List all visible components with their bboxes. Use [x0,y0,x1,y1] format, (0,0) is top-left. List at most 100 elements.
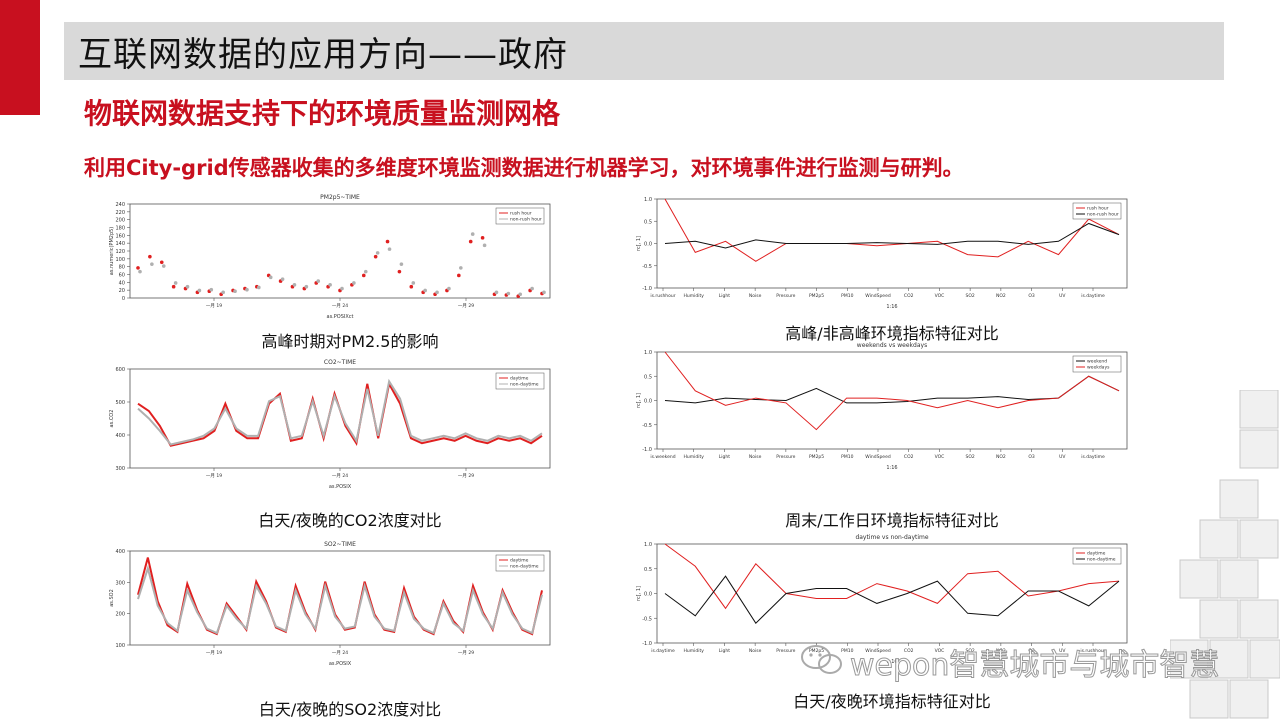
data-point [530,286,534,291]
y-tick-label: -1.0 [642,447,652,453]
title-band [64,22,1224,80]
y-tick-label: 240 [115,202,125,208]
legend-label: rush hour [1087,206,1109,212]
x-tick-label: is.daytime [1081,454,1105,460]
data-point [411,281,416,285]
y-tick-label: -0.5 [642,423,652,429]
x-tick-label: PM2p5 [809,648,824,654]
x-tick-label: UV [1059,648,1066,654]
data-point [363,269,368,274]
y-tick-label: 0.5 [644,374,652,380]
chart-pm25: PM2p5~TIME as.POSIXct as.numeric(PM2p5) 0 20… [108,190,558,320]
peak-svg: 1:16 rc[, 1] -1.0 -0.5 0.0 0.5 1.0 is.rushhour H… [636,197,1128,310]
x-tick-label: Humidity [684,293,705,299]
x-axis-label: as.POSIX [329,484,352,490]
x-tick-label: CO2 [904,293,914,299]
y-tick-label: 1.0 [644,350,652,356]
x-tick-label: 一月 29 [458,303,474,309]
y-tick-label: 200 [115,612,125,618]
data-point [447,286,451,291]
x-tick-label: 一月 24 [332,650,348,656]
data-point [304,284,309,289]
x-tick-label: PM10 [841,454,853,460]
y-tick-label: 20 [119,288,125,294]
data-point [257,285,261,290]
x-tick-label: O3 [1028,454,1035,460]
data-point [136,266,140,270]
x-tick-label: Pressure [776,454,795,460]
so2-svg: SO2~TIME as.POSIX as.SO2 100 200 300 400 一月 19 一… [109,541,551,667]
x-axis-label: 1:16 [886,465,897,471]
x-tick-label: SO2 [966,648,975,654]
chart-title: CO2~TIME [324,359,356,366]
data-point [221,290,225,295]
x-tick-label: Light [719,454,730,460]
series-line [664,543,1120,610]
data-point [171,284,176,289]
legend-label: weekend [1087,359,1107,365]
data-point [375,251,380,255]
x-tick-label: PM10 [841,648,853,654]
co2-svg: CO2~TIME as.POSIX as.CO2 300 400 500 600 一月 19 一… [109,359,551,490]
legend-box [495,372,545,390]
y-tick-label: 220 [115,210,125,216]
x-tick-label: SO2 [966,454,975,460]
data-point [159,260,164,265]
slide-description: 利用City-grid传感器收集的多维度环境监测数据进行机器学习，对环境事件进行… [84,156,964,180]
legend-label: non-daytime [1087,557,1116,563]
watermark-text: wepon智慧城市与城市智慧 [849,648,1220,684]
y-tick-label: 180 [115,226,125,232]
y-axis-label: as.CO2 [109,410,115,428]
y-axis-label: rc[, 1] [636,586,642,601]
plot-frame [656,351,1128,450]
y-tick-label: 40 [119,280,125,286]
legend-box [1072,547,1122,565]
legend-box [1072,202,1122,220]
data-point [435,290,439,295]
x-tick-label: Noise [749,293,762,299]
y-tick-label: 200 [115,218,125,224]
data-point [470,232,475,236]
y-tick-label: -0.5 [642,616,652,622]
x-tick-label: VOC [935,454,945,460]
data-point [423,288,427,293]
x-tick-label: is.daytime [651,648,675,654]
y-tick-label: 1.0 [644,197,652,203]
data-point [352,281,356,285]
plot-frame [656,543,1128,644]
data-point [268,275,273,280]
x-tick-label: is.daytime [1081,293,1105,299]
x-tick-label: 一月 19 [206,650,222,656]
y-tick-label: 400 [115,433,125,439]
y-axis-label: rc[, 1] [636,236,642,251]
data-point [399,262,404,266]
y-tick-label: 100 [115,257,125,263]
x-tick-label: 一月 24 [332,473,348,479]
x-tick-label: is.rushhour [1080,648,1105,654]
y-tick-label: 0.0 [644,242,652,248]
data-point [409,284,414,289]
x-tick-label: Noise [749,648,762,654]
chart-co2: CO2~TIME as.POSIX as.CO2 300 400 500 600 一月 19 一… [108,355,558,490]
y-tick-label: -1.0 [642,286,652,292]
x-tick-label: O3 [1028,293,1035,299]
data-point [506,291,511,296]
data-point [482,243,487,248]
y-tick-label: -0.5 [642,264,652,270]
x-tick-label: VOC [935,648,945,654]
legend-label: non-daytime [510,382,539,388]
x-tick-label: PM10 [841,293,853,299]
chart-title: daytime vs non-daytime [855,534,928,541]
caption-daytime: 白天/夜晚环境指标特征对比 [793,692,991,711]
legend-box [1072,355,1122,373]
y-tick-label: 0.0 [644,592,652,598]
wechat-icon [801,645,842,674]
data-point [518,292,523,297]
plot-frame [129,368,551,469]
x-tick-label: Humidity [684,648,705,654]
y-tick-label: 0.5 [644,567,652,573]
plot-frame [129,203,551,299]
data-point [173,281,178,285]
chart-weekend: weekends vs weekdays 1:16 rc[, 1] -1.0 -0.5 0… [635,338,1135,471]
data-point [161,264,166,268]
